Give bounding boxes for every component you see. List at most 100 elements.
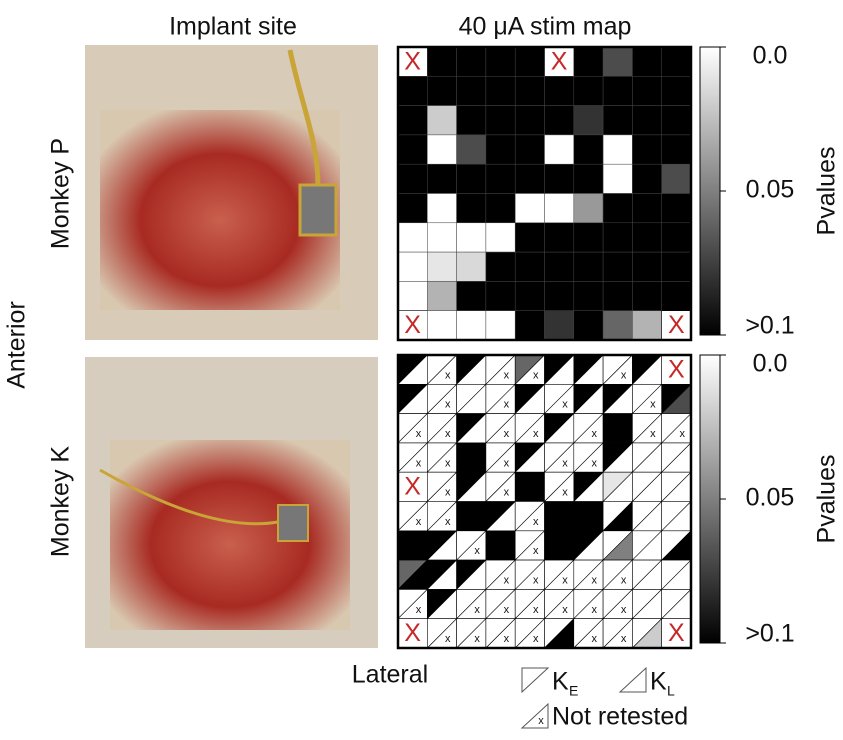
heatmap-cell bbox=[457, 194, 486, 223]
heatmap-cell bbox=[662, 281, 691, 310]
heatmap-cell bbox=[398, 252, 427, 281]
heatmap-cell bbox=[603, 281, 632, 310]
heatmap-cell bbox=[545, 281, 574, 310]
not-retested-mark: x bbox=[504, 487, 510, 499]
heatmap-cell bbox=[486, 252, 515, 281]
heatmap-cell bbox=[662, 76, 691, 105]
legend-sub: E bbox=[569, 683, 578, 699]
excluded-mark: X bbox=[668, 311, 685, 339]
heatmap-cell bbox=[427, 135, 456, 164]
heatmap-cell bbox=[515, 281, 544, 310]
colorbar-tick-label: 0.05 bbox=[746, 176, 795, 204]
heatmap-cell bbox=[427, 76, 456, 105]
heatmap-cell bbox=[574, 164, 603, 193]
legend-x: x bbox=[538, 715, 544, 727]
heatmap-cell bbox=[515, 194, 544, 223]
heatmap-cell bbox=[545, 223, 574, 252]
not-retested-mark: x bbox=[445, 633, 451, 645]
not-retested-mark: x bbox=[621, 575, 627, 587]
colorbar-tick-label: 0.05 bbox=[746, 484, 795, 512]
not-retested-mark: x bbox=[445, 487, 451, 499]
not-retested-mark: x bbox=[562, 487, 568, 499]
heatmap-cell bbox=[427, 223, 456, 252]
heatmap-cell bbox=[545, 194, 574, 223]
heatmap-cell bbox=[515, 135, 544, 164]
heatmap-cell bbox=[632, 164, 661, 193]
not-retested-mark: x bbox=[650, 428, 656, 440]
not-retested-mark: x bbox=[445, 428, 451, 440]
not-retested-mark: x bbox=[533, 428, 539, 440]
heatmap-cell bbox=[515, 106, 544, 135]
heatmap-cell bbox=[603, 311, 632, 340]
heatmap-cell bbox=[486, 223, 515, 252]
colorbar-tick-label: 0.0 bbox=[753, 350, 788, 378]
heatmap-cell bbox=[486, 135, 515, 164]
heatmap-cell bbox=[662, 223, 691, 252]
heatmap-cell bbox=[457, 252, 486, 281]
not-retested-mark: x bbox=[621, 633, 627, 645]
heatmap-cell bbox=[632, 311, 661, 340]
heatmap-cell bbox=[515, 311, 544, 340]
heatmap-cell bbox=[545, 135, 574, 164]
heatmap-cell bbox=[457, 223, 486, 252]
legend-label: Not retested bbox=[552, 703, 688, 731]
heatmap-cell bbox=[427, 252, 456, 281]
heatmap-cell bbox=[427, 311, 456, 340]
heatmap-cell bbox=[603, 106, 632, 135]
heatmap-cell bbox=[398, 135, 427, 164]
heatmap-cell bbox=[398, 76, 427, 105]
heatmap-cell bbox=[662, 252, 691, 281]
not-retested-mark: x bbox=[621, 604, 627, 616]
not-retested-mark: x bbox=[504, 369, 510, 381]
colorbar-label: Pvalues bbox=[813, 147, 841, 236]
not-retested-mark: x bbox=[416, 516, 422, 528]
heatmap-cell bbox=[603, 164, 632, 193]
not-retested-mark: x bbox=[533, 545, 539, 557]
heatmap-cell bbox=[603, 47, 632, 76]
bottom-label: Lateral bbox=[352, 661, 428, 689]
heatmap-cell bbox=[427, 281, 456, 310]
colorbar bbox=[700, 47, 720, 335]
column-title: Implant site bbox=[169, 13, 297, 41]
heatmap-cell bbox=[427, 164, 456, 193]
heatmap-cell bbox=[662, 164, 691, 193]
heatmap-cell bbox=[632, 135, 661, 164]
not-retested-mark: x bbox=[533, 369, 539, 381]
heatmap-cell bbox=[486, 311, 515, 340]
heatmap-cell bbox=[632, 252, 661, 281]
heatmap-cell bbox=[574, 281, 603, 310]
heatmap-cell bbox=[398, 164, 427, 193]
heatmap-cell bbox=[457, 164, 486, 193]
not-retested-mark: x bbox=[504, 633, 510, 645]
heatmap-cell bbox=[427, 47, 456, 76]
photo-monkey-p bbox=[85, 45, 378, 340]
heatmap-cell bbox=[515, 164, 544, 193]
not-retested-mark: x bbox=[533, 575, 539, 587]
heatmap-cell bbox=[662, 47, 691, 76]
heatmap-cell bbox=[398, 281, 427, 310]
heatmap-cell bbox=[486, 106, 515, 135]
heatmap-cell bbox=[457, 281, 486, 310]
not-retested-mark: x bbox=[533, 516, 539, 528]
legend-sub: L bbox=[667, 683, 675, 699]
figure: Implant site 40 μA stim map Anterior Lat… bbox=[0, 0, 843, 735]
heatmap-cell bbox=[662, 194, 691, 223]
heatmap-cell bbox=[574, 252, 603, 281]
legend-label: K bbox=[552, 668, 569, 696]
not-retested-mark: x bbox=[592, 457, 598, 469]
column-title: 40 μA stim map bbox=[459, 13, 632, 41]
heatmap-cell bbox=[603, 223, 632, 252]
not-retested-mark: x bbox=[474, 604, 480, 616]
excluded-mark: X bbox=[668, 619, 685, 647]
not-retested-mark: x bbox=[504, 575, 510, 587]
not-retested-mark: x bbox=[416, 457, 422, 469]
heatmap-cell bbox=[574, 223, 603, 252]
not-retested-mark: x bbox=[504, 399, 510, 411]
heatmap-cell bbox=[603, 135, 632, 164]
heatmap-cell bbox=[603, 194, 632, 223]
heatmap-cell bbox=[486, 281, 515, 310]
colorbar-label: Pvalues bbox=[813, 455, 841, 544]
not-retested-mark: x bbox=[533, 633, 539, 645]
not-retested-mark: x bbox=[592, 633, 598, 645]
row-label: Monkey P bbox=[47, 138, 75, 249]
